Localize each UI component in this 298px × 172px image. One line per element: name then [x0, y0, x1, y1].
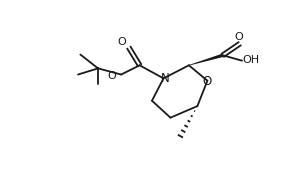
Text: O: O — [108, 71, 117, 81]
Text: N: N — [161, 72, 170, 85]
Polygon shape — [189, 54, 223, 66]
Text: O: O — [235, 32, 243, 42]
Text: O: O — [203, 75, 212, 88]
Text: O: O — [118, 37, 127, 47]
Text: OH: OH — [243, 55, 260, 65]
